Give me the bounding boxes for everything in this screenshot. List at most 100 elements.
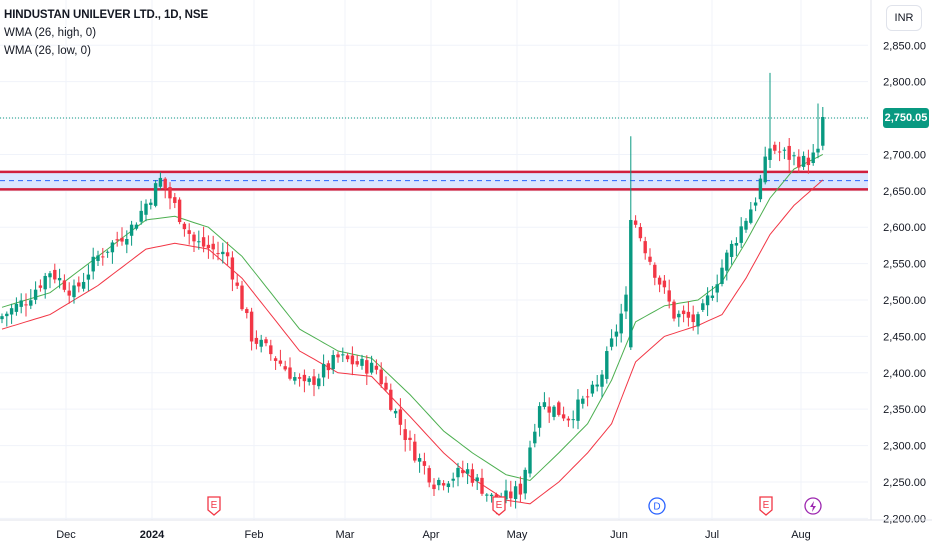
- candle-body: [57, 277, 62, 281]
- candle-body: [504, 490, 508, 500]
- candle-body: [24, 304, 28, 306]
- candle-body: [720, 267, 724, 284]
- time-tick-label: Jul: [705, 529, 719, 541]
- candle-body: [259, 339, 263, 347]
- candle-body: [417, 458, 422, 462]
- candle-body: [552, 406, 556, 417]
- candle-body: [475, 477, 479, 482]
- candle-body: [283, 366, 287, 370]
- candle-body: [374, 365, 379, 370]
- lightning-icon: [810, 501, 816, 512]
- candle-body: [710, 295, 715, 298]
- candle-body: [139, 210, 143, 222]
- candle-body: [158, 177, 163, 187]
- candle-body: [648, 256, 652, 262]
- time-tick-label: Apr: [422, 529, 439, 541]
- indicator-wma-high[interactable]: WMA (26, high, 0): [4, 27, 97, 39]
- price-tick-label: 2,650.00: [883, 186, 926, 198]
- candle-body: [33, 289, 38, 300]
- time-tick-label: Jun: [610, 529, 628, 541]
- price-tick-label: 2,450.00: [883, 331, 926, 343]
- candle-body: [753, 202, 758, 206]
- candle-body: [403, 429, 407, 440]
- candle-body: [427, 468, 431, 483]
- price-tick-label: 2,550.00: [883, 259, 926, 271]
- candle-body: [768, 148, 772, 160]
- price-tick-label: 2,800.00: [883, 77, 926, 89]
- candle-body: [571, 419, 575, 421]
- time-tick-label: Aug: [791, 529, 811, 541]
- candle-body: [331, 355, 335, 370]
- candle-body: [211, 243, 215, 250]
- candle-body: [787, 145, 791, 160]
- price-tick-label: 2,400.00: [883, 368, 926, 380]
- candle-body: [273, 358, 278, 361]
- candle-body: [542, 402, 547, 407]
- candle-body: [38, 285, 43, 288]
- symbol-title: HINDUSTAN UNILEVER LTD., 1D, NSE: [4, 9, 209, 21]
- candle-body: [643, 241, 647, 254]
- time-tick-label: Mar: [336, 529, 355, 541]
- candle-body: [523, 469, 527, 494]
- candle-body: [240, 285, 244, 310]
- candle-body: [739, 226, 743, 243]
- candle-body: [384, 382, 388, 390]
- candle-body: [369, 362, 374, 373]
- candle-body: [225, 252, 230, 257]
- candle-body: [120, 237, 124, 242]
- earnings-icon[interactable]: [759, 496, 773, 516]
- price-tick-label: 2,500.00: [883, 295, 926, 307]
- candle-body: [581, 398, 585, 404]
- candle-body: [691, 314, 695, 323]
- candle-body: [393, 410, 398, 414]
- candle-body: [297, 377, 302, 379]
- price-tick-label: 2,600.00: [883, 222, 926, 234]
- candle-body: [125, 239, 129, 245]
- candle-body: [489, 494, 494, 497]
- candle-body: [758, 178, 763, 200]
- candle-body: [686, 311, 691, 318]
- earnings-icon-label: E: [763, 500, 770, 511]
- currency-button[interactable]: INR: [886, 5, 922, 31]
- candle-body: [293, 377, 297, 381]
- candle-body: [590, 384, 595, 394]
- candle-body: [317, 378, 321, 387]
- candle-body: [657, 277, 662, 285]
- candle-body: [696, 314, 700, 327]
- candle-body: [485, 494, 489, 496]
- candle-body: [336, 354, 340, 358]
- candle-body: [105, 251, 110, 253]
- candle-body: [619, 313, 623, 334]
- candle-body: [677, 313, 681, 318]
- candle-body: [288, 367, 292, 379]
- candle-body: [437, 479, 441, 486]
- earnings-icon[interactable]: [492, 496, 506, 516]
- candle-body: [129, 224, 134, 236]
- candle-body: [792, 155, 796, 157]
- candle-body: [614, 331, 619, 337]
- time-axis[interactable]: Dec 2024 Feb Mar Apr May Jun Jul Aug: [0, 519, 932, 541]
- wma-line-1: [1, 179, 824, 505]
- candle-body: [701, 303, 705, 310]
- candle-body: [9, 308, 14, 315]
- candle-body: [633, 220, 638, 225]
- candle-body: [528, 447, 532, 474]
- earnings-icon[interactable]: [207, 496, 221, 516]
- candle-body: [662, 280, 667, 288]
- candle-body: [350, 355, 355, 365]
- candle-body: [533, 431, 537, 444]
- price-axis[interactable]: 2,850.002,800.002,750.002,700.002,650.00…: [870, 0, 926, 525]
- indicator-wma-low[interactable]: WMA (26, low, 0): [4, 45, 91, 57]
- candle-body: [269, 345, 273, 355]
- candle-body: [576, 399, 580, 421]
- candle-body: [456, 467, 460, 478]
- earnings-icon-label: E: [211, 500, 218, 511]
- candle-body: [537, 406, 542, 428]
- candle-body: [782, 149, 787, 151]
- last-price-tag: 2,750.05: [883, 108, 929, 129]
- candle-body: [729, 243, 734, 257]
- dividend-icon[interactable]: [648, 497, 666, 515]
- candle-body: [221, 251, 225, 255]
- candle-body: [653, 264, 657, 278]
